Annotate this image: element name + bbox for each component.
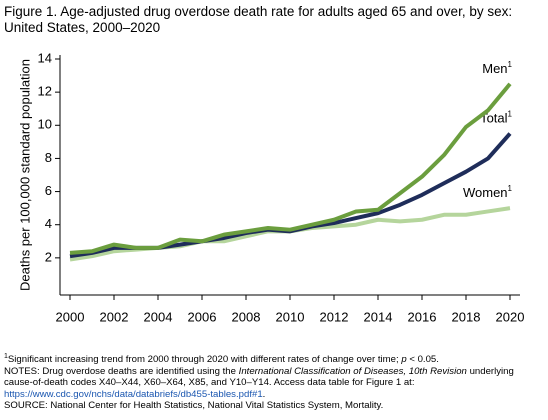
footnote: 1Significant increasing trend from 2000 … <box>4 351 544 366</box>
subtitle: United States, 2000–2020 <box>4 20 161 35</box>
x-tick-label: 2008 <box>232 309 261 324</box>
source: SOURCE: National Center for Health Stati… <box>4 400 384 412</box>
series-label: Men1 <box>482 60 512 76</box>
x-tick-label: 2010 <box>276 309 305 324</box>
x-tick-label: 2016 <box>408 309 437 324</box>
title-line: Figure 1. Age-adjusted drug overdose dea… <box>4 4 513 19</box>
y-tick-label: 12 <box>38 84 52 99</box>
series-label-sup: 1 <box>508 60 513 69</box>
series-label-text: Men <box>482 61 507 76</box>
y-tick-label: 14 <box>38 50 52 65</box>
x-tick-label: 2000 <box>56 309 85 324</box>
note: NOTES: Drug overdose deaths are identifi… <box>4 365 239 377</box>
x-tick-label: 2014 <box>364 309 393 324</box>
y-axis-label: Deaths per 100,000 standard population <box>17 59 32 291</box>
y-tick-label: 8 <box>45 150 52 165</box>
y-tick-label: 4 <box>45 216 52 231</box>
footnote-p: p <box>401 354 407 366</box>
x-tick-label: 2018 <box>452 309 481 324</box>
x-tick-label: 2004 <box>144 309 173 324</box>
series-label-sup: 1 <box>508 184 513 193</box>
y-tick-label: 6 <box>45 183 52 198</box>
link[interactable]: https://www.cdc.gov/nchs/data/databriefs… <box>4 388 263 400</box>
line <box>69 82 512 255</box>
notes: 1Significant increasing trend from 2000 … <box>4 351 544 412</box>
notes-text: NOTES: Drug overdose deaths are identifi… <box>4 366 544 401</box>
series-label: Total1 <box>480 110 512 126</box>
footnote-text: Significant increasing trend from 2000 t… <box>7 354 402 366</box>
footnote-end: < 0.05. <box>406 354 439 366</box>
series-label-text: Women <box>463 186 508 201</box>
x-tick-label: 2006 <box>188 309 217 324</box>
note: . <box>262 388 266 400</box>
x-tick-label: 2020 <box>496 309 525 324</box>
footnote-marker: 1 <box>4 353 8 360</box>
line <box>69 206 511 262</box>
series-label-sup: 1 <box>508 110 513 119</box>
note: underlying cause-of-death codes X40–X44,… <box>4 365 514 389</box>
y-tick-label: 10 <box>38 117 52 132</box>
series-label: Women1 <box>463 184 513 200</box>
title: Figure 1. Age-adjusted drug overdose dea… <box>4 4 544 36</box>
series-label-text: Total <box>480 111 508 126</box>
y-tick-label: 2 <box>45 249 52 264</box>
x-tick-label: 2012 <box>320 309 349 324</box>
note: International Classification of Diseases… <box>238 365 467 377</box>
x-tick-label: 2002 <box>100 309 129 324</box>
